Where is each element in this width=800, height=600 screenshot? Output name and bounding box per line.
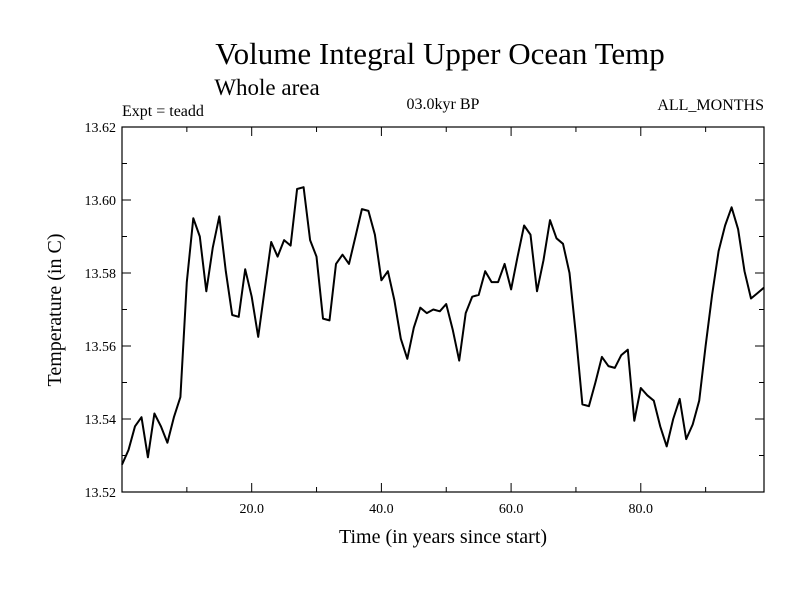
temperature-series-line bbox=[121, 186, 765, 466]
y-tick-label: 13.60 bbox=[85, 194, 117, 209]
x-axis-label: Time (in years since start) bbox=[339, 526, 547, 548]
y-tick-label: 13.52 bbox=[85, 486, 117, 501]
x-tick-label: 60.0 bbox=[499, 502, 524, 517]
x-tick-label: 40.0 bbox=[369, 502, 394, 517]
chart-title: Volume Integral Upper Ocean Temp bbox=[215, 36, 665, 71]
y-tick-label: 13.56 bbox=[85, 340, 117, 355]
period-label: 03.0kyr BP bbox=[407, 96, 480, 113]
months-label: ALL_MONTHS bbox=[657, 97, 764, 114]
y-tick-label: 13.62 bbox=[85, 121, 117, 136]
plot-frame bbox=[121, 126, 765, 493]
x-tick-label: 20.0 bbox=[239, 502, 264, 517]
experiment-label: Expt = teadd bbox=[122, 103, 204, 120]
y-axis-label: Temperature (in C) bbox=[44, 234, 66, 387]
x-tick-label: 80.0 bbox=[629, 502, 654, 517]
chart-subtitle: Whole area bbox=[214, 75, 319, 100]
x-axis: 20.0 40.0 60.0 80.0 bbox=[186, 127, 707, 517]
y-axis: 13.52 13.54 13.56 13.58 13.60 13.62 bbox=[85, 121, 764, 501]
y-tick-label: 13.58 bbox=[85, 267, 117, 282]
y-tick-label: 13.54 bbox=[85, 413, 117, 428]
